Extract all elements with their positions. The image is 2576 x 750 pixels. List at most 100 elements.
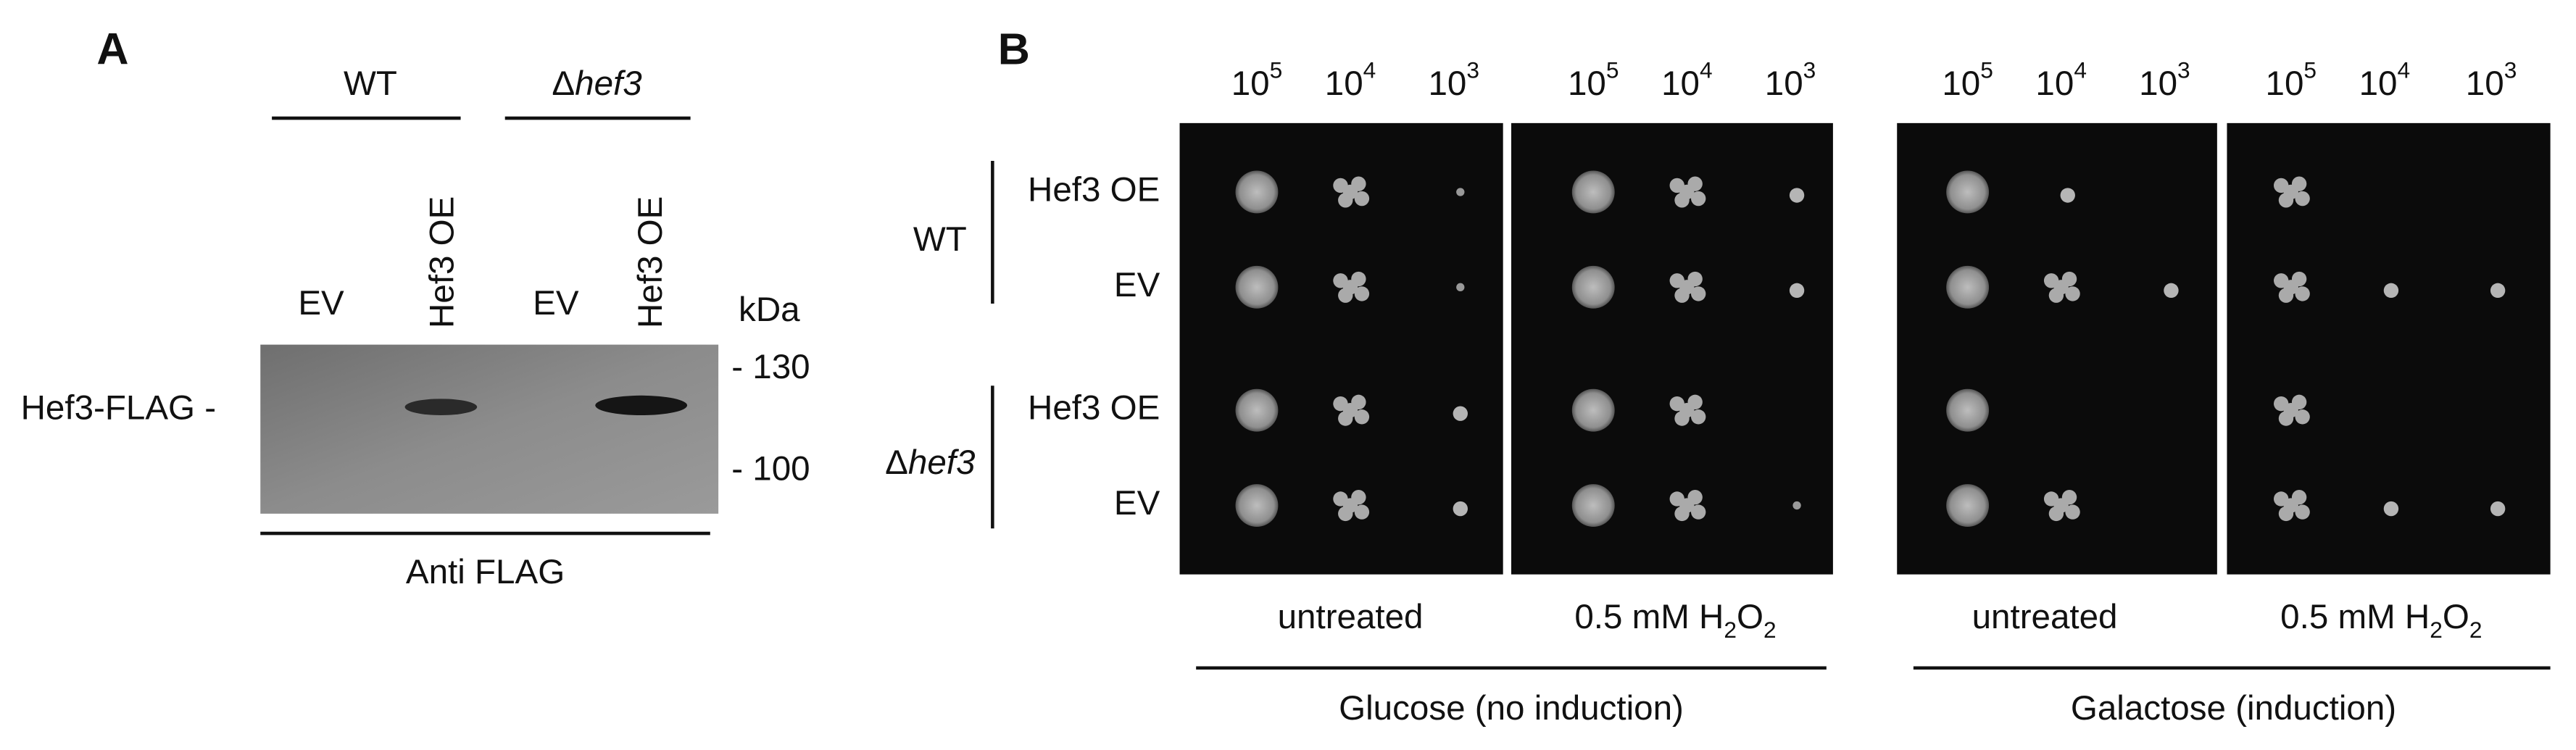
condition-text: O <box>2443 597 2469 636</box>
lane-label: EV <box>298 284 344 322</box>
colony <box>2490 283 2506 299</box>
colony-spot <box>1571 170 1615 214</box>
dilution-base: 10 <box>2266 64 2304 102</box>
strain-prefix: Δ <box>885 443 908 481</box>
colony <box>1453 501 1468 517</box>
row-label: Hef3 OE <box>1028 389 1160 428</box>
colony <box>1354 191 1370 207</box>
colony <box>2283 403 2298 418</box>
strain-label: Δhef3 <box>885 443 976 481</box>
colony-spot <box>1235 170 1279 214</box>
dilution-label: 103 <box>1428 57 1479 102</box>
dilution-label: 104 <box>2359 57 2411 102</box>
dilution-base: 10 <box>2466 64 2504 102</box>
colony <box>2060 188 2075 203</box>
condition-sub: 2 <box>1724 617 1737 643</box>
strain-name: hef3 <box>908 443 976 481</box>
lane-label: Hef3 OE <box>423 196 461 328</box>
colony <box>1679 280 1695 295</box>
media-label: Galactose (induction) <box>2071 689 2396 728</box>
colony-spot <box>1946 265 1990 309</box>
colony-spot <box>1946 170 1990 214</box>
condition-text: 0.5 mM H <box>2280 597 2430 636</box>
colony <box>1679 498 1695 513</box>
colony <box>2383 501 2399 517</box>
group-label: Δhef3 <box>552 64 642 102</box>
dilution-label: 105 <box>1942 57 1993 102</box>
row-label: EV <box>1114 266 1160 304</box>
dilution-base: 10 <box>1428 64 1466 102</box>
colony <box>1691 191 1706 207</box>
unit-label: kDa <box>739 291 800 329</box>
dilution-base: 10 <box>1942 64 1980 102</box>
dilution-label: 104 <box>1661 57 1713 102</box>
row-label: Hef3 OE <box>1028 171 1160 209</box>
strain-name: WT <box>344 64 397 102</box>
colony <box>1342 498 1358 513</box>
colony <box>1342 280 1358 295</box>
dilution-exp: 5 <box>1606 57 1619 83</box>
dilution-base: 10 <box>2139 64 2177 102</box>
dilution-label: 103 <box>2466 57 2517 102</box>
condition-label: untreated <box>1278 597 1424 636</box>
dilution-exp: 3 <box>1466 57 1479 83</box>
media-label: Glucose (no induction) <box>1339 689 1684 728</box>
dilution-exp: 3 <box>2177 57 2190 83</box>
strain-name: WT <box>913 220 967 258</box>
colony <box>1679 184 1695 200</box>
colony <box>1453 406 1468 421</box>
group-label: WT <box>344 64 397 102</box>
colony-spot <box>1571 265 1615 309</box>
dilution-exp: 4 <box>1363 57 1376 83</box>
dilution-exp: 5 <box>1270 57 1283 83</box>
colony <box>1789 188 1805 203</box>
colony <box>2295 409 2310 425</box>
colony <box>2283 498 2298 513</box>
dilution-label: 104 <box>2035 57 2087 102</box>
band-label: Hef3-FLAG - <box>21 389 216 428</box>
colony <box>2053 498 2069 513</box>
antibody-label: Anti FLAG <box>406 553 565 591</box>
dilution-base: 10 <box>2035 64 2074 102</box>
colony <box>2164 283 2179 299</box>
condition-text: untreated <box>1278 597 1424 636</box>
lane-label: EV <box>533 284 579 322</box>
colony <box>1679 403 1695 418</box>
colony-spot <box>1235 484 1279 527</box>
blot <box>260 344 719 514</box>
dilution-base: 10 <box>1661 64 1700 102</box>
colony <box>2295 191 2310 207</box>
colony <box>1342 403 1358 418</box>
condition-sub: 2 <box>2469 617 2482 643</box>
blot-band <box>595 395 688 415</box>
dilution-exp: 4 <box>1700 57 1713 83</box>
colony-spot <box>1235 388 1279 432</box>
colony-spot <box>1571 388 1615 432</box>
colony <box>2295 286 2310 301</box>
dilution-base: 10 <box>1568 64 1606 102</box>
blot-band <box>404 399 478 415</box>
marker-label: - 130 <box>731 348 810 386</box>
dilution-exp: 5 <box>1980 57 1993 83</box>
colony <box>1789 283 1805 299</box>
condition-text: 0.5 mM H <box>1574 597 1724 636</box>
dilution-exp: 3 <box>1803 57 1816 83</box>
panel-label: B <box>998 25 1030 74</box>
colony <box>2283 184 2298 200</box>
dilution-base: 10 <box>2359 64 2398 102</box>
lane-label: Hef3 OE <box>631 196 670 328</box>
dilution-exp: 4 <box>2074 57 2087 83</box>
colony-spot <box>1946 484 1990 527</box>
colony <box>1354 504 1370 520</box>
row-label: EV <box>1114 484 1160 522</box>
dilution-label: 105 <box>1231 57 1283 102</box>
dilution-label: 105 <box>1568 57 1619 102</box>
colony <box>1456 188 1465 196</box>
dilution-label: 103 <box>2139 57 2190 102</box>
colony <box>2383 283 2399 299</box>
strain-prefix: Δ <box>552 64 575 102</box>
dilution-base: 10 <box>1325 64 1363 102</box>
strain-label: WT <box>913 220 967 258</box>
condition-sub: 2 <box>1763 617 1777 643</box>
